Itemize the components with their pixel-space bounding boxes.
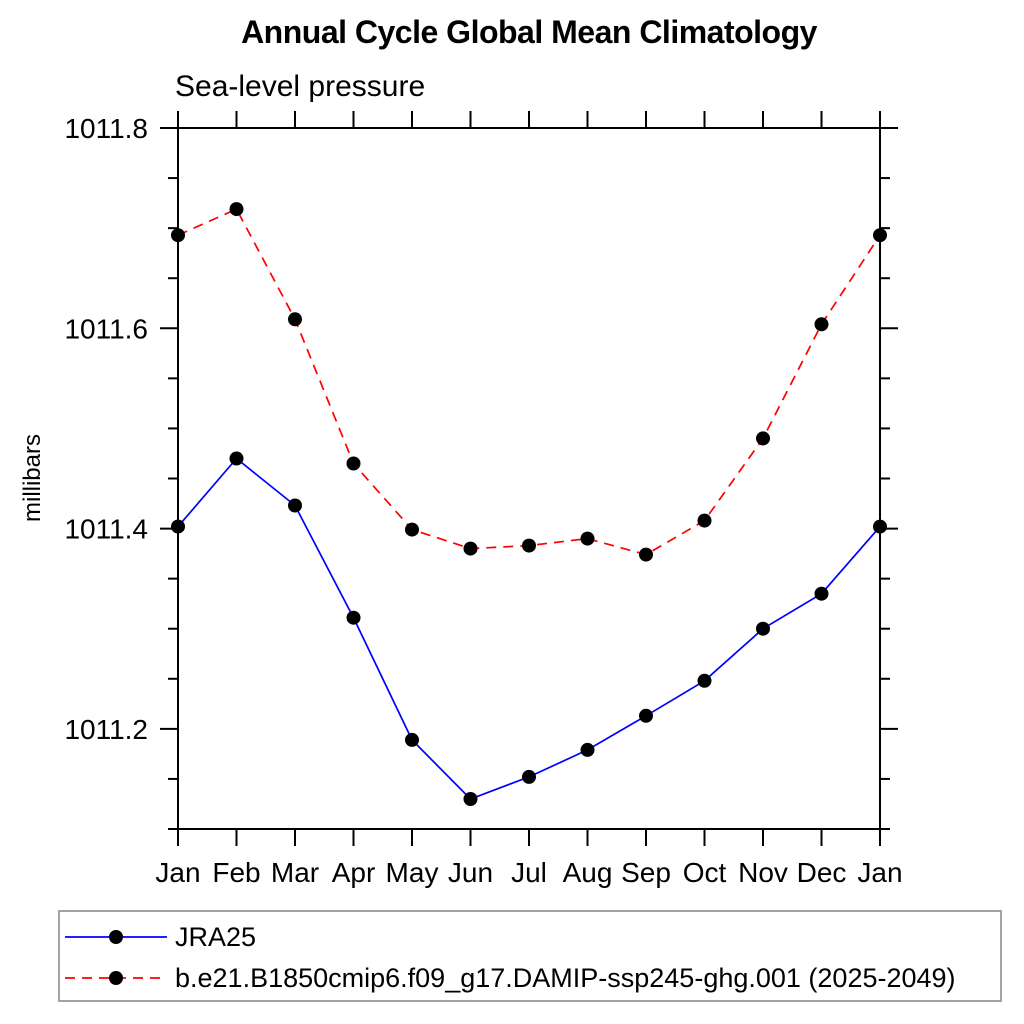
legend-item-jra25: JRA25	[63, 921, 257, 952]
data-point-marker	[171, 519, 185, 534]
data-point-marker	[463, 541, 478, 556]
x-tick-label: Sep	[621, 857, 671, 888]
legend-sample-marker	[109, 971, 123, 985]
series-model	[171, 202, 887, 562]
legend-label-model: b.e21.B1850cmip6.f09_g17.DAMIP-ssp245-gh…	[175, 962, 956, 993]
data-point-marker	[405, 732, 419, 747]
x-tick-label: Feb	[212, 857, 260, 888]
data-point-marker	[580, 531, 595, 546]
data-point-marker	[639, 547, 653, 562]
x-tick-label: Aug	[563, 857, 613, 888]
x-tick-label: Apr	[332, 857, 376, 888]
data-point-marker	[288, 498, 302, 513]
chart-subtitle: Sea-level pressure	[175, 70, 426, 103]
data-point-marker	[229, 451, 244, 466]
x-tick-label: Jun	[448, 857, 493, 888]
x-tick-label: Dec	[797, 857, 847, 888]
x-tick-label: Jul	[511, 857, 547, 888]
data-point-marker	[171, 228, 185, 243]
legend-sample-marker	[109, 930, 123, 944]
chart-title: Annual Cycle Global Mean Climatology	[241, 14, 817, 50]
data-point-marker	[229, 202, 244, 217]
series-line	[177, 208, 881, 556]
legend-label-jra25: JRA25	[175, 921, 257, 952]
data-point-marker	[346, 456, 361, 471]
axes	[177, 127, 881, 830]
x-axis-ticks-labels: Jan Feb Mar Apr May Jun Jul Aug Sep Oct Nov Dec Jan	[155, 111, 903, 888]
y-tick-label: 1011.2	[64, 714, 148, 745]
series-jra25	[171, 451, 887, 806]
data-point-marker	[639, 708, 653, 723]
data-point-marker	[522, 538, 536, 553]
legend-line-sample-blue-solid	[65, 930, 167, 944]
data-point-marker	[814, 586, 829, 601]
x-tick-label: Oct	[683, 857, 727, 888]
data-point-marker	[873, 228, 887, 243]
data-point-marker	[814, 317, 829, 332]
legend-line-sample-red-dashed	[65, 971, 167, 985]
y-axis-ticks-labels: 1011.2 1011.4 1011.6 1011.8	[64, 113, 898, 830]
y-tick-label: 1011.6	[64, 313, 148, 344]
data-point-marker	[288, 312, 302, 327]
x-tick-label: Mar	[271, 857, 319, 888]
data-point-marker	[522, 769, 536, 784]
x-tick-label: Jan	[155, 857, 200, 888]
data-point-marker	[697, 513, 712, 528]
series-line	[177, 457, 881, 800]
data-point-marker	[756, 431, 770, 446]
data-point-marker	[697, 673, 712, 688]
y-tick-label: 1011.4	[64, 514, 148, 545]
data-point-marker	[580, 742, 595, 757]
x-tick-label: May	[386, 857, 439, 888]
data-point-marker	[346, 610, 361, 625]
y-tick-label: 1011.8	[64, 113, 148, 144]
legend-item-model: b.e21.B1850cmip6.f09_g17.DAMIP-ssp245-gh…	[63, 962, 956, 993]
legend-box: JRA25 b.e21.B1850cmip6.f09_g17.DAMIP-ssp…	[58, 910, 1002, 1002]
data-point-marker	[463, 792, 478, 806]
data-point-marker	[756, 621, 770, 636]
x-tick-label: Jan	[857, 857, 902, 888]
data-point-marker	[873, 519, 887, 534]
data-point-marker	[405, 522, 419, 537]
x-tick-label: Nov	[738, 857, 788, 888]
